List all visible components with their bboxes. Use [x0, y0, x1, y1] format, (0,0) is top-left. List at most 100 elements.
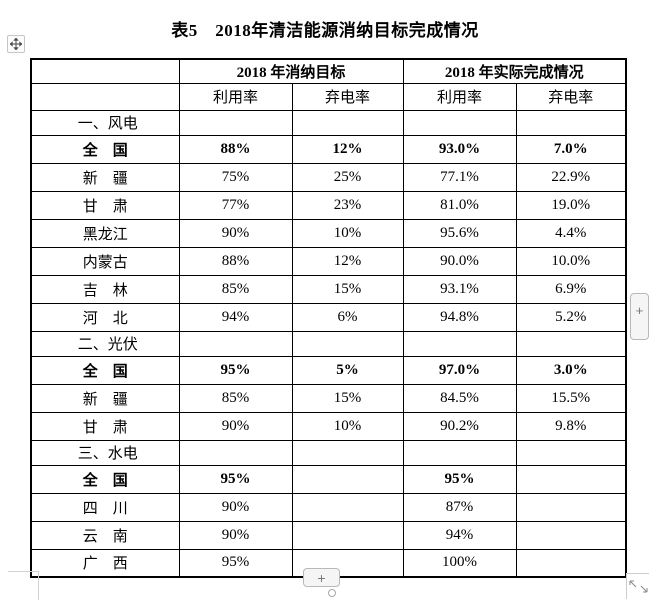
value-cell[interactable]: 87%	[402, 492, 517, 522]
arrow-down-right-icon	[640, 580, 648, 598]
table-move-handle[interactable]	[7, 35, 25, 53]
anchor-dot	[328, 589, 336, 597]
row-label-cell[interactable]: 甘 肃	[30, 190, 180, 220]
empty-cell[interactable]	[402, 330, 517, 357]
row-label-cell[interactable]: 全 国	[30, 134, 180, 164]
subheader-curtailment-actual[interactable]: 弃电率	[515, 82, 627, 111]
value-cell[interactable]: 95%	[178, 355, 293, 385]
value-cell[interactable]: 6%	[291, 302, 404, 332]
value-cell[interactable]: 85%	[178, 383, 293, 413]
value-cell[interactable]: 23%	[291, 190, 404, 220]
table-row: 云 南 90% 94%	[30, 520, 627, 550]
value-cell[interactable]: 95%	[402, 464, 517, 494]
value-cell[interactable]: 10%	[291, 411, 404, 441]
empty-cell[interactable]	[178, 109, 293, 136]
value-cell[interactable]	[515, 548, 627, 578]
subheader-utilization-target[interactable]: 利用率	[178, 82, 293, 111]
section-label-cell[interactable]: 一、风电	[30, 109, 180, 136]
row-label-cell[interactable]: 全 国	[30, 355, 180, 385]
value-cell[interactable]: 15.5%	[515, 383, 627, 413]
value-cell[interactable]: 94.8%	[402, 302, 517, 332]
value-cell[interactable]: 10%	[291, 218, 404, 248]
empty-cell[interactable]	[178, 439, 293, 466]
value-cell[interactable]: 94%	[402, 520, 517, 550]
empty-cell[interactable]	[178, 330, 293, 357]
subheader-curtailment-target[interactable]: 弃电率	[291, 82, 404, 111]
empty-cell[interactable]	[515, 439, 627, 466]
value-cell[interactable]: 10.0%	[515, 246, 627, 276]
empty-cell[interactable]	[515, 330, 627, 357]
row-label-cell[interactable]: 黑龙江	[30, 218, 180, 248]
empty-cell[interactable]	[291, 439, 404, 466]
empty-cell[interactable]	[291, 330, 404, 357]
value-cell[interactable]: 5.2%	[515, 302, 627, 332]
value-cell[interactable]	[291, 464, 404, 494]
value-cell[interactable]: 90%	[178, 411, 293, 441]
value-cell[interactable]: 81.0%	[402, 190, 517, 220]
row-label-cell[interactable]: 全 国	[30, 464, 180, 494]
value-cell[interactable]	[515, 464, 627, 494]
row-label-cell[interactable]: 广 西	[30, 548, 180, 578]
value-cell[interactable]: 90%	[178, 492, 293, 522]
target-group-header[interactable]: 2018 年消纳目标	[178, 58, 404, 84]
value-cell[interactable]: 88%	[178, 246, 293, 276]
subheader-utilization-actual[interactable]: 利用率	[402, 82, 517, 111]
value-cell[interactable]: 12%	[291, 246, 404, 276]
value-cell[interactable]	[291, 520, 404, 550]
value-cell[interactable]: 12%	[291, 134, 404, 164]
value-cell[interactable]: 25%	[291, 162, 404, 192]
value-cell[interactable]: 15%	[291, 383, 404, 413]
row-label-cell[interactable]: 吉 林	[30, 274, 180, 304]
value-cell[interactable]: 77.1%	[402, 162, 517, 192]
value-cell[interactable]: 97.0%	[402, 355, 517, 385]
section-label-cell[interactable]: 二、光伏	[30, 330, 180, 357]
row-label-cell[interactable]: 内蒙古	[30, 246, 180, 276]
value-cell[interactable]: 95%	[178, 464, 293, 494]
value-cell[interactable]: 77%	[178, 190, 293, 220]
empty-cell[interactable]	[402, 439, 517, 466]
empty-cell[interactable]	[402, 109, 517, 136]
value-cell[interactable]: 5%	[291, 355, 404, 385]
value-cell[interactable]: 9.8%	[515, 411, 627, 441]
value-cell[interactable]	[515, 520, 627, 550]
row-label-cell[interactable]: 甘 肃	[30, 411, 180, 441]
value-cell[interactable]: 85%	[178, 274, 293, 304]
row-label-cell[interactable]: 四 川	[30, 492, 180, 522]
value-cell[interactable]: 90%	[178, 218, 293, 248]
section-label-cell[interactable]: 三、水电	[30, 439, 180, 466]
value-cell[interactable]: 90.0%	[402, 246, 517, 276]
value-cell[interactable]: 90%	[178, 520, 293, 550]
empty-cell[interactable]	[515, 109, 627, 136]
row-label-cell[interactable]: 新 疆	[30, 383, 180, 413]
value-cell[interactable]: 7.0%	[515, 134, 627, 164]
value-cell[interactable]	[291, 492, 404, 522]
row-label-cell[interactable]: 河 北	[30, 302, 180, 332]
value-cell[interactable]: 19.0%	[515, 190, 627, 220]
value-cell[interactable]: 3.0%	[515, 355, 627, 385]
empty-cell[interactable]	[291, 109, 404, 136]
value-cell[interactable]: 15%	[291, 274, 404, 304]
corner-header-cell[interactable]	[30, 58, 180, 84]
value-cell[interactable]: 90.2%	[402, 411, 517, 441]
row-label-cell[interactable]: 新 疆	[30, 162, 180, 192]
value-cell[interactable]: 4.4%	[515, 218, 627, 248]
actual-group-header[interactable]: 2018 年实际完成情况	[402, 58, 627, 84]
value-cell[interactable]: 95.6%	[402, 218, 517, 248]
add-row-right-button[interactable]: +	[630, 293, 649, 340]
value-cell[interactable]: 84.5%	[402, 383, 517, 413]
table-row: 甘 肃 77% 23% 81.0% 19.0%	[30, 190, 627, 220]
value-cell[interactable]: 22.9%	[515, 162, 627, 192]
value-cell[interactable]	[515, 492, 627, 522]
value-cell[interactable]: 88%	[178, 134, 293, 164]
value-cell[interactable]: 93.1%	[402, 274, 517, 304]
value-cell[interactable]: 75%	[178, 162, 293, 192]
value-cell[interactable]: 93.0%	[402, 134, 517, 164]
add-row-bottom-button[interactable]: +	[303, 568, 340, 587]
value-cell[interactable]: 95%	[178, 548, 293, 578]
row-label-cell[interactable]: 云 南	[30, 520, 180, 550]
empty-subheader-cell[interactable]	[30, 82, 180, 111]
value-cell[interactable]: 94%	[178, 302, 293, 332]
value-cell[interactable]: 6.9%	[515, 274, 627, 304]
table-resize-handle[interactable]	[626, 573, 649, 599]
value-cell[interactable]: 100%	[402, 548, 517, 578]
